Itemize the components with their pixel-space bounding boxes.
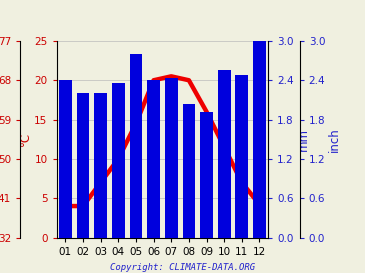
Bar — [165, 78, 178, 238]
Bar — [112, 83, 125, 238]
Bar — [235, 75, 248, 238]
Bar — [130, 54, 142, 238]
Bar — [147, 80, 160, 238]
Bar — [94, 93, 107, 238]
Bar — [200, 112, 213, 238]
Bar — [182, 104, 195, 238]
Bar — [59, 80, 72, 238]
Text: Copyright: CLIMATE-DATA.ORG: Copyright: CLIMATE-DATA.ORG — [110, 263, 255, 272]
Y-axis label: mm: mm — [297, 128, 310, 151]
Y-axis label: °C: °C — [19, 132, 31, 146]
Bar — [253, 38, 266, 238]
Bar — [218, 70, 231, 238]
Bar — [77, 93, 89, 238]
Y-axis label: inch: inch — [328, 127, 341, 152]
